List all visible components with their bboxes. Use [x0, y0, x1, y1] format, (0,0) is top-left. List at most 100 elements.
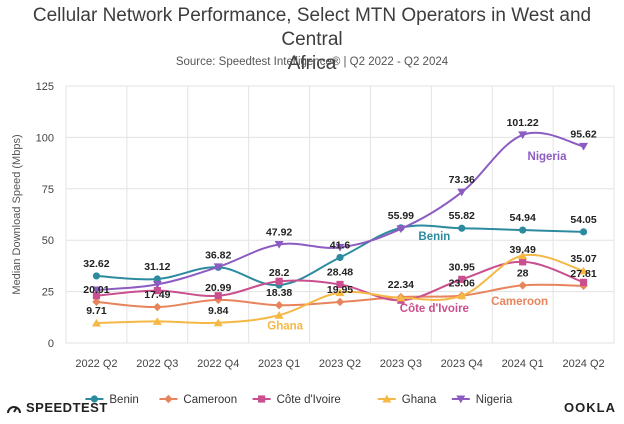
legend-item-label: Côte d'Ivoire	[277, 394, 341, 406]
data-label: 30.95	[449, 261, 475, 273]
data-point-nigeria	[518, 131, 528, 140]
x-tick-label: 2023 Q2	[319, 358, 361, 370]
ookla-logo: OOKLA	[564, 400, 616, 415]
data-point-benin	[92, 272, 101, 280]
data-point-benin	[519, 226, 527, 234]
data-point-ghana	[152, 317, 162, 325]
data-point-ghana	[91, 318, 101, 327]
data-point-cameroon	[274, 301, 284, 310]
x-tick-label: 2024 Q1	[502, 358, 544, 370]
data-point-c-te-d-ivoire	[153, 286, 161, 295]
series-label: Ghana	[267, 321, 303, 333]
data-point-nigeria	[274, 240, 284, 249]
legend-marker	[382, 394, 392, 403]
y-tick-label: 100	[36, 132, 54, 144]
data-point-ghana	[213, 318, 223, 327]
data-label: 55.99	[388, 210, 414, 222]
data-point-benin	[153, 275, 161, 283]
data-point-ghana	[396, 293, 406, 302]
data-label: 20.01	[83, 284, 109, 296]
data-label: 17.49	[144, 289, 170, 301]
series-label: Benin	[418, 231, 450, 243]
chart-title-line2: Africa	[287, 53, 337, 74]
series-label: Nigeria	[528, 151, 568, 163]
data-point-c-te-d-ivoire	[579, 278, 588, 286]
data-point-nigeria	[335, 243, 345, 252]
data-label: 27.81	[570, 268, 596, 280]
data-point-c-te-d-ivoire	[519, 258, 527, 266]
legend-marker	[90, 395, 98, 403]
y-tick-label: 125	[36, 81, 54, 93]
y-axis-label: Median Download Speed (Mbps)	[11, 134, 23, 294]
data-point-c-te-d-ivoire	[92, 292, 101, 300]
data-point-ghana	[457, 291, 467, 300]
data-point-nigeria	[396, 225, 406, 234]
data-label: 36.82	[205, 249, 231, 261]
data-label: 54.05	[570, 214, 596, 226]
data-label: 20.99	[205, 282, 231, 294]
data-point-benin	[579, 228, 588, 236]
data-point-cameroon	[335, 297, 345, 307]
chart-subtitle: Source: Speedtest Intelligence® | Q2 202…	[175, 56, 449, 68]
x-tick-label: 2023 Q1	[258, 358, 300, 370]
data-label: 31.12	[144, 261, 170, 273]
data-point-nigeria	[91, 286, 101, 295]
data-label: 22.34	[388, 279, 414, 291]
data-label: 73.36	[449, 174, 475, 186]
data-label: 28	[517, 267, 529, 279]
legend-marker	[456, 395, 466, 404]
data-point-c-te-d-ivoire	[214, 292, 222, 300]
legend-item-label: Ghana	[402, 394, 437, 406]
data-point-nigeria	[213, 263, 223, 272]
legend-item-label: Nigeria	[476, 394, 513, 406]
series-label: Cameroon	[491, 296, 548, 308]
data-label: 9.71	[86, 305, 107, 317]
series-label: Côte d'Ivoire	[400, 303, 469, 315]
x-tick-label: 2023 Q4	[441, 358, 483, 370]
chart-title-line1: Cellular Network Performance, Select MTN…	[32, 5, 592, 50]
data-label: 35.07	[570, 253, 596, 265]
data-label: 32.62	[83, 258, 109, 270]
x-tick-label: 2022 Q2	[75, 358, 117, 370]
data-label: 19.95	[327, 284, 353, 296]
data-point-ghana	[518, 251, 528, 260]
chart-title: Cellular Network Performance, Select MTN…	[0, 4, 624, 76]
data-point-benin	[458, 224, 466, 232]
data-point-c-te-d-ivoire	[458, 275, 466, 283]
data-label: 54.94	[510, 212, 536, 224]
y-tick-label: 75	[42, 184, 54, 196]
data-point-cameroon	[153, 302, 162, 312]
y-tick-label: 0	[48, 338, 54, 350]
series-line-nigeria	[96, 131, 584, 291]
data-point-nigeria	[579, 142, 589, 151]
data-label: 55.82	[449, 210, 475, 222]
data-point-nigeria	[457, 188, 467, 197]
x-tick-label: 2023 Q3	[380, 358, 422, 370]
legend-item-label: Cameroon	[183, 394, 237, 406]
data-point-ghana	[579, 266, 589, 275]
data-label: 28.2	[269, 267, 290, 279]
data-point-ghana	[274, 311, 284, 319]
speedtest-logo: SPEEDTEST	[6, 400, 108, 415]
data-label: 47.92	[266, 226, 292, 238]
data-point-c-te-d-ivoire	[275, 277, 283, 285]
data-label: 18.38	[266, 287, 292, 299]
y-tick-label: 25	[42, 287, 54, 299]
data-label: 23.06	[449, 278, 475, 290]
data-point-nigeria	[152, 280, 162, 289]
data-label: 101.22	[507, 117, 539, 129]
data-label: 95.62	[570, 128, 596, 140]
x-tick-label: 2024 Q2	[562, 358, 604, 370]
speedometer-icon	[7, 405, 21, 413]
data-point-cameroon	[518, 281, 527, 290]
data-label: 39.49	[510, 244, 536, 256]
data-label: 28.48	[327, 266, 353, 278]
data-point-cameroon	[92, 297, 101, 307]
data-point-ghana	[335, 288, 345, 297]
y-tick-label: 50	[42, 235, 54, 247]
legend-item-label: Benin	[109, 394, 138, 406]
data-label: 41.6	[330, 239, 351, 251]
data-point-benin	[336, 253, 344, 262]
x-tick-label: 2022 Q3	[136, 358, 178, 370]
